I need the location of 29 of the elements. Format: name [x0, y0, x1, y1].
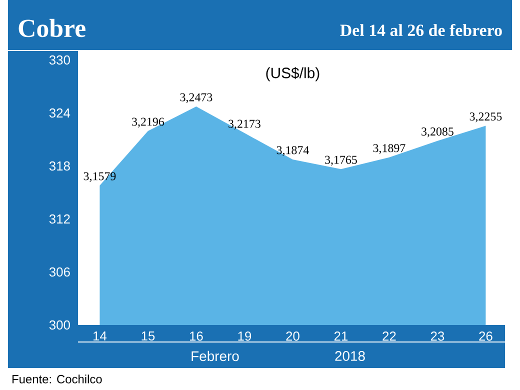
x-tick-label: 26: [479, 332, 492, 341]
y-tick-label: 306: [49, 267, 70, 277]
data-label: 3,2085: [422, 128, 454, 138]
data-label: 3,2196: [132, 118, 164, 128]
x-tick-label: 20: [286, 332, 300, 341]
data-label: 3,2173: [228, 120, 260, 130]
x-tick-label: 22: [382, 332, 396, 341]
chart-subtitle: Del 14 al 26 de febrero: [340, 24, 502, 36]
source-note: Fuente: Cochilco: [12, 374, 102, 384]
y-axis-title: (US$/lb): [266, 67, 320, 82]
data-label: 3,1874: [276, 146, 309, 156]
x-tick-label: 15: [142, 332, 155, 341]
x-tick-label: 21: [334, 332, 348, 341]
y-tick-label: 312: [49, 214, 70, 224]
chart-title: Cobre: [18, 18, 86, 38]
data-label: 3,1765: [325, 156, 357, 166]
y-tick-label: 300: [49, 320, 70, 330]
data-label: 3,2473: [180, 93, 212, 104]
x-tick-label: 23: [430, 332, 444, 341]
y-tick-label: 318: [49, 161, 70, 171]
data-label: 3,1897: [373, 144, 406, 154]
x-tick-label: 19: [238, 332, 252, 341]
text: 2018: [335, 351, 365, 361]
x-tick-label: 14: [94, 332, 107, 340]
data-label: 3,2255: [470, 112, 502, 122]
x-tick-label: 16: [190, 332, 203, 341]
y-tick-label: 330: [49, 55, 70, 65]
y-tick-label: 324: [49, 108, 70, 118]
x-axis-title: Febrero: [192, 350, 239, 362]
